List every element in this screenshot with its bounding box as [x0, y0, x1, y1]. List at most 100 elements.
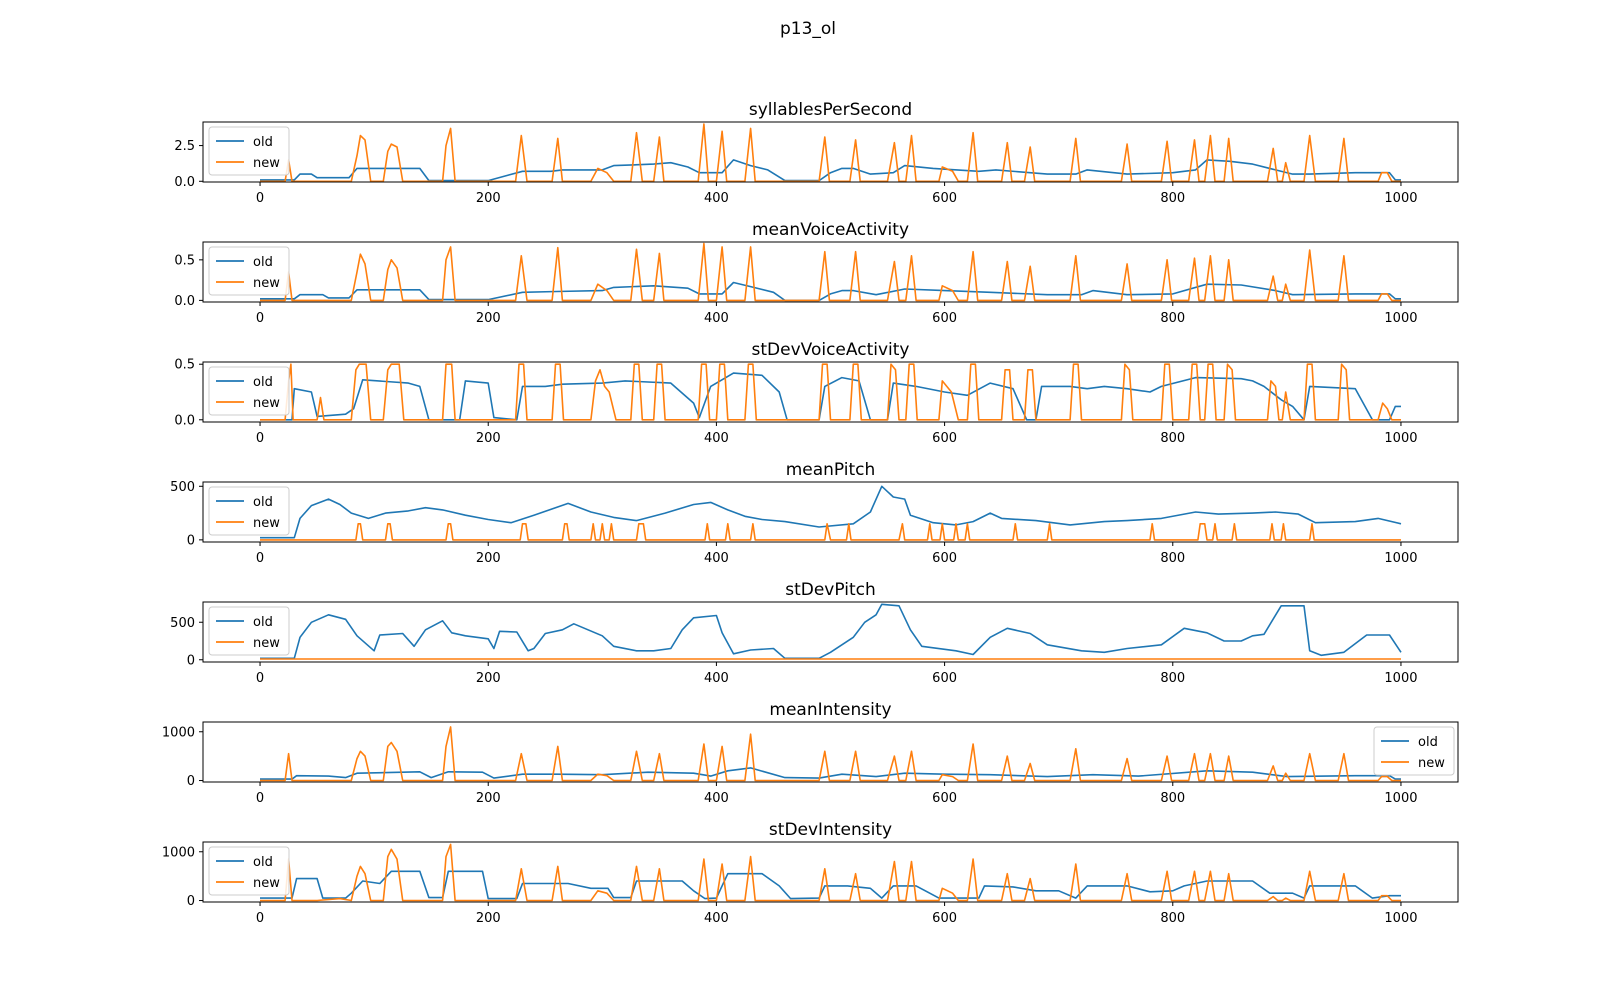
- x-tick-label: 1000: [1384, 791, 1417, 806]
- y-tick-label: 0.5: [174, 253, 195, 268]
- axes-frame: [202, 841, 1459, 903]
- legend-label-new: new: [253, 276, 280, 291]
- legend-label-old: old: [253, 375, 273, 390]
- series-line-new: [260, 123, 1401, 182]
- legend-label-old: old: [1418, 735, 1438, 750]
- subplot-title: meanVoiceActivity: [752, 220, 909, 240]
- x-tick-label: 1000: [1384, 551, 1417, 566]
- series-line-old: [260, 870, 1401, 900]
- x-tick-label: 600: [932, 431, 957, 446]
- x-tick-label: 600: [932, 191, 957, 206]
- x-tick-label: 0: [256, 791, 264, 806]
- y-tick-label: 0: [187, 533, 195, 548]
- legend-label-new: new: [253, 516, 280, 531]
- y-tick-label: 0.5: [174, 358, 195, 373]
- series-line-new: [260, 843, 1401, 902]
- legend-box: [1373, 726, 1455, 776]
- subplot-stDevVoiceActivity: stDevVoiceActivity 0 200 400 600 800 1000 0.0 0.…: [174, 340, 1459, 446]
- x-tick-label: 800: [1160, 431, 1185, 446]
- subplot-title: meanPitch: [786, 460, 876, 480]
- legend-label-new: new: [1418, 756, 1445, 771]
- x-tick-label: 1000: [1384, 431, 1417, 446]
- y-tick-label: 0.0: [174, 413, 195, 428]
- legend-label-old: old: [253, 855, 273, 870]
- x-tick-label: 200: [476, 911, 501, 926]
- subplot-meanVoiceActivity: meanVoiceActivity 0 200 400 600 800 1000 0.0 0.5…: [174, 220, 1459, 326]
- subplot-title: meanIntensity: [769, 700, 891, 720]
- x-tick-label: 200: [476, 791, 501, 806]
- series-line-old: [260, 767, 1401, 780]
- series-line-new: [260, 363, 1401, 421]
- legend-label-new: new: [253, 876, 280, 891]
- legend: old new: [208, 366, 290, 416]
- y-tick-label: 0: [187, 653, 195, 668]
- x-tick-label: 1000: [1384, 191, 1417, 206]
- series-group: [260, 485, 1402, 541]
- x-tick-label: 600: [932, 911, 957, 926]
- y-tick-label: 0.0: [174, 294, 195, 309]
- series-group: [260, 843, 1401, 902]
- legend-box: [208, 846, 290, 896]
- series-group: [260, 726, 1401, 782]
- x-tick-label: 800: [1160, 911, 1185, 926]
- y-tick-label: 500: [170, 480, 195, 495]
- series-line-new: [260, 242, 1401, 302]
- legend-label-old: old: [253, 135, 273, 150]
- subplot-title: stDevVoiceActivity: [752, 340, 910, 360]
- x-tick-label: 0: [256, 551, 264, 566]
- x-tick-label: 0: [256, 431, 264, 446]
- subplot-title: syllablesPerSecond: [749, 100, 912, 120]
- series-line-new: [260, 523, 1401, 541]
- x-tick-label: 200: [476, 551, 501, 566]
- x-tick-label: 1000: [1384, 671, 1417, 686]
- x-tick-label: 0: [256, 311, 264, 326]
- legend-label-new: new: [253, 396, 280, 411]
- x-tick-label: 400: [704, 791, 729, 806]
- legend-box: [208, 606, 290, 656]
- series-line-old: [260, 603, 1402, 660]
- x-tick-label: 0: [256, 191, 264, 206]
- subplot-stDevIntensity: stDevIntensity 0 200 400 600 800 1000 0 1000 old n…: [162, 820, 1459, 926]
- x-tick-label: 800: [1160, 791, 1185, 806]
- figure-title: p13_ol: [780, 19, 836, 39]
- x-tick-label: 200: [476, 191, 501, 206]
- legend-box: [208, 246, 290, 296]
- subplot-meanIntensity: meanIntensity 0 200 400 600 800 1000 0 1000 old ne…: [162, 700, 1459, 806]
- y-tick-label: 500: [170, 616, 195, 631]
- y-tick-label: 0: [187, 774, 195, 789]
- series-group: [260, 603, 1402, 660]
- subplot-title: stDevIntensity: [769, 820, 892, 840]
- y-tick-label: 2.5: [174, 139, 195, 154]
- legend-box: [208, 126, 290, 176]
- y-tick-label: 1000: [162, 725, 195, 740]
- y-tick-label: 1000: [162, 845, 195, 860]
- legend: old new: [208, 126, 290, 176]
- x-tick-label: 200: [476, 431, 501, 446]
- x-tick-label: 800: [1160, 551, 1185, 566]
- series-group: [260, 123, 1401, 182]
- series-line-new: [260, 726, 1401, 782]
- y-tick-label: 0.0: [174, 175, 195, 190]
- x-tick-label: 400: [704, 551, 729, 566]
- x-tick-label: 0: [256, 671, 264, 686]
- legend: old new: [208, 846, 290, 896]
- legend-label-old: old: [253, 615, 273, 630]
- x-tick-label: 800: [1160, 311, 1185, 326]
- legend: old new: [208, 246, 290, 296]
- x-tick-label: 200: [476, 671, 501, 686]
- legend-label-new: new: [253, 156, 280, 171]
- x-tick-label: 0: [256, 911, 264, 926]
- axes-frame: [202, 121, 1459, 183]
- legend-box: [208, 486, 290, 536]
- x-tick-label: 600: [932, 311, 957, 326]
- x-tick-label: 600: [932, 671, 957, 686]
- axes-frame: [202, 241, 1459, 303]
- x-tick-label: 400: [704, 671, 729, 686]
- series-group: [260, 363, 1401, 421]
- series-group: [260, 242, 1401, 302]
- x-tick-label: 400: [704, 191, 729, 206]
- axes-frame: [202, 601, 1459, 663]
- subplot-panels: syllablesPerSecond 0 200 400 600 800 1000 0.0 2.…: [162, 100, 1459, 926]
- legend-label-old: old: [253, 495, 273, 510]
